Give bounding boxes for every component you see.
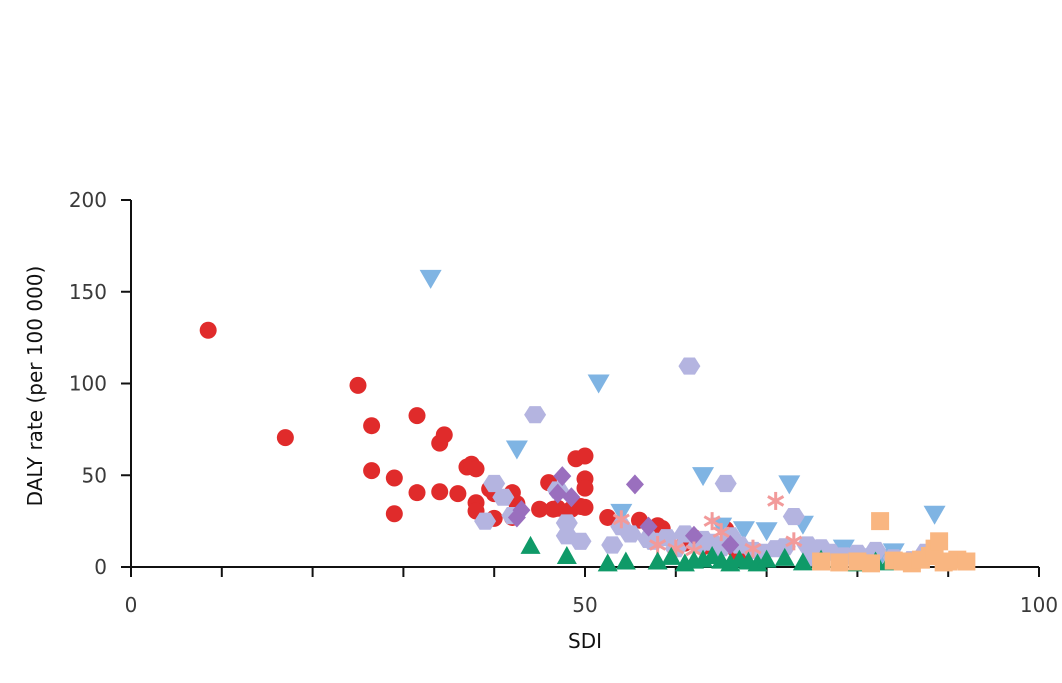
y-ticks: 0 50 100 150 200	[69, 188, 131, 579]
data-point-hexagon	[601, 536, 624, 554]
data-point-triangle-up	[520, 535, 541, 554]
data-point-square	[871, 512, 890, 531]
data-point-circle	[363, 462, 381, 480]
data-point-hexagon	[678, 357, 701, 375]
data-point-circle	[576, 479, 594, 497]
data-point-circle	[431, 483, 449, 501]
data-point-circle	[531, 500, 549, 518]
x-tick-label: 0	[125, 593, 138, 617]
data-point-diamond	[553, 466, 572, 487]
data-point-asterisk	[649, 535, 667, 554]
data-point-circle	[467, 460, 485, 478]
data-point-hexagon	[569, 532, 592, 550]
data-point-square	[830, 553, 849, 572]
data-point-asterisk	[744, 539, 762, 558]
y-tick-label: 50	[82, 463, 107, 487]
y-tick-label: 0	[94, 555, 107, 579]
data-point-diamond	[512, 500, 531, 521]
data-point-triangle-down	[692, 467, 715, 487]
data-point-triangle-up	[661, 546, 682, 565]
data-point-diamond	[684, 525, 703, 546]
data-point-square	[930, 532, 949, 551]
data-point-hexagon	[524, 406, 547, 424]
data-point-circle	[408, 407, 426, 425]
data-point-circle	[435, 426, 453, 444]
data-point-triangle-down	[755, 522, 778, 542]
data-point-triangle-down	[778, 475, 801, 495]
data-point-hexagon	[782, 508, 805, 526]
data-point-circle	[349, 376, 367, 394]
data-point-circle	[385, 469, 403, 487]
x-ticks: 0 50 100	[125, 567, 1058, 617]
data-point-square	[957, 552, 976, 571]
data-point-asterisk	[703, 512, 721, 531]
data-point-circle	[199, 321, 217, 339]
data-point-diamond	[721, 534, 740, 555]
data-point-triangle-up	[615, 551, 636, 570]
data-point-triangle-up	[556, 545, 577, 564]
data-point-triangle-down	[505, 440, 528, 460]
data-point-circle	[408, 484, 426, 502]
y-tick-label: 150	[69, 280, 107, 304]
data-point-square	[848, 552, 867, 571]
data-point-diamond	[625, 474, 644, 495]
data-point-hexagon	[483, 474, 506, 493]
data-point-hexagon	[714, 474, 737, 493]
data-point-circle	[363, 417, 381, 435]
data-point-circle	[576, 498, 594, 516]
data-point-hexagon	[474, 512, 497, 530]
data-point-circle	[276, 429, 294, 447]
data-point-asterisk	[612, 510, 630, 529]
data-point-diamond	[639, 516, 658, 537]
data-point-triangle-up	[756, 549, 777, 568]
data-point-asterisk	[785, 532, 803, 551]
data-point-hexagon	[492, 488, 515, 506]
data-point-triangle-up	[647, 551, 668, 570]
data-points	[199, 269, 976, 573]
y-axis-title: DALY rate (per 100 000)	[23, 266, 47, 507]
data-point-circle	[449, 485, 467, 503]
x-axis-title: SDI	[568, 629, 602, 653]
data-point-triangle-down	[923, 505, 946, 525]
data-point-circle	[576, 447, 594, 465]
data-point-triangle-down	[587, 374, 610, 394]
data-point-circle	[385, 505, 403, 523]
data-point-diamond	[548, 483, 567, 504]
data-point-asterisk	[712, 523, 730, 542]
data-point-hexagon	[619, 525, 642, 543]
data-point-square	[862, 554, 881, 573]
data-point-triangle-up	[597, 553, 618, 572]
y-tick-label: 100	[69, 372, 107, 396]
x-tick-label: 50	[572, 593, 597, 617]
y-tick-label: 200	[69, 188, 107, 212]
data-point-triangle-down	[419, 269, 442, 289]
x-tick-label: 100	[1020, 593, 1058, 617]
data-point-diamond	[562, 487, 581, 508]
data-point-circle	[599, 508, 617, 526]
data-point-triangle-up	[792, 552, 813, 571]
data-point-triangle-down	[732, 521, 755, 541]
data-point-triangle-up	[774, 547, 795, 566]
data-point-asterisk	[767, 491, 785, 510]
data-point-square	[812, 552, 831, 571]
